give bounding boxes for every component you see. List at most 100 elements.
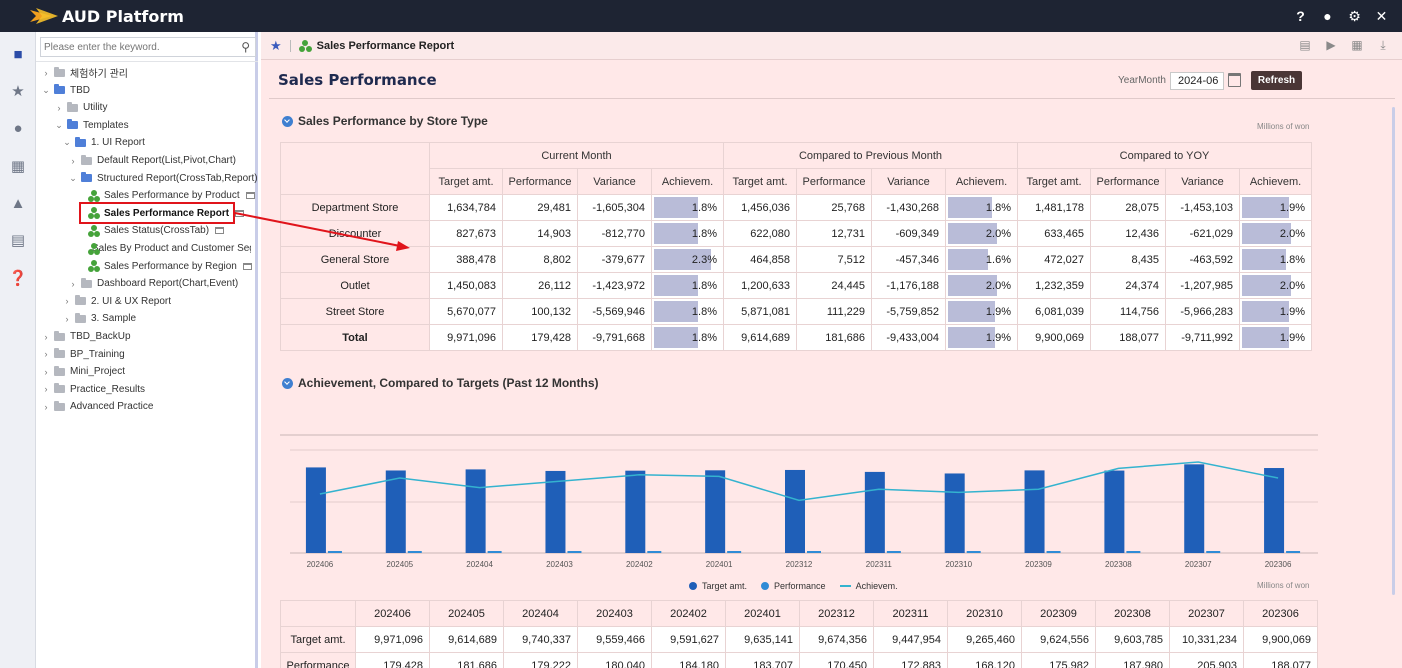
value-cell: 633,465: [1017, 220, 1091, 247]
value-cell: 179,428: [502, 324, 578, 351]
help-circle-icon[interactable]: ❓: [8, 270, 28, 287]
month-header: 202406: [355, 600, 430, 627]
tree-item[interactable]: › 체험하기 관리: [41, 64, 128, 81]
star-icon[interactable]: ★: [11, 83, 25, 100]
tree-item[interactable]: › 2. UI & UX Report: [62, 293, 171, 310]
tree-item[interactable]: › Utility: [54, 99, 107, 116]
person-icon[interactable]: ●: [13, 119, 23, 137]
chevron-right-icon[interactable]: ›: [44, 349, 48, 360]
x-tick-label: 202307: [1185, 560, 1212, 569]
chevron-down-icon[interactable]: ⌄: [69, 172, 77, 183]
row-label: General Store: [280, 246, 430, 273]
chevron-right-icon[interactable]: ›: [71, 278, 75, 289]
achievement-value: 2.0%: [985, 227, 1011, 240]
value-cell: 10,331,234: [1169, 626, 1244, 653]
tree-item[interactable]: Sales Performance by Product: [86, 187, 255, 204]
value-cell: 9,635,141: [725, 626, 800, 653]
search-input[interactable]: [44, 41, 234, 53]
chevron-down-icon[interactable]: ⌄: [42, 84, 50, 95]
calendar-icon[interactable]: [1228, 73, 1241, 87]
app-logo[interactable]: AUD Platform: [30, 6, 184, 26]
refresh-button[interactable]: Refresh: [1251, 71, 1302, 90]
value-cell: 9,900,069: [1017, 324, 1091, 351]
tree-item[interactable]: › TBD_BackUp: [41, 328, 131, 345]
store-type-table: Current Month Compared to Previous Month…: [280, 142, 1312, 351]
window-icon[interactable]: [245, 192, 255, 200]
yearmonth-input[interactable]: 2024-06: [1170, 72, 1224, 90]
achievement-cell: 1.8%: [1239, 246, 1312, 273]
x-tick-label: 202308: [1105, 560, 1132, 569]
window-icon[interactable]: [242, 262, 252, 270]
tree-item[interactable]: › Advanced Practice: [41, 398, 153, 415]
value-cell: -1,176,188: [871, 272, 946, 299]
achievement-bar: [948, 275, 998, 296]
chevron-right-icon[interactable]: ›: [71, 155, 75, 166]
value-cell: -9,791,668: [577, 324, 652, 351]
search-icon[interactable]: ⚲: [241, 40, 250, 54]
report-icon: [298, 39, 312, 52]
tree-item[interactable]: › Practice_Results: [41, 381, 145, 398]
tree-item[interactable]: › Default Report(List,Pivot,Chart): [68, 152, 236, 169]
favorite-star-icon[interactable]: ★: [270, 37, 282, 53]
folder-icon[interactable]: ■: [13, 45, 23, 63]
chevron-right-icon[interactable]: ›: [44, 401, 48, 412]
legend-dot-swatch: [761, 582, 770, 590]
tree-item[interactable]: Sales Status(CrossTab): [86, 222, 225, 239]
chevron-down-icon[interactable]: ⌄: [55, 119, 63, 130]
document-icon[interactable]: ▤: [10, 232, 26, 249]
monthly-table: 202406 202405 202404 202403 202402 202401 2023…: [280, 600, 1318, 668]
alarm-icon[interactable]: ▲: [10, 194, 26, 212]
value-cell: 205,903: [1169, 652, 1244, 668]
dashboard-icon[interactable]: ▦: [10, 158, 26, 175]
achievement-bar: [654, 327, 699, 348]
tree-item[interactable]: ⌄ Templates: [54, 117, 129, 134]
tree-item[interactable]: › Dashboard Report(Chart,Event): [68, 275, 238, 292]
play-icon[interactable]: ▶: [1326, 38, 1336, 52]
chevron-right-icon[interactable]: ›: [44, 384, 48, 395]
chevron-right-icon[interactable]: ›: [65, 313, 69, 324]
user-icon[interactable]: ●: [1323, 8, 1332, 24]
download-icon[interactable]: ⤓: [1380, 38, 1386, 52]
legend-item[interactable]: Target amt.: [689, 581, 747, 591]
value-cell: 9,900,069: [1243, 626, 1318, 653]
chevron-down-icon[interactable]: ⌄: [63, 137, 71, 148]
tree-item[interactable]: › Mini_Project: [41, 363, 125, 380]
help-icon[interactable]: ?: [1296, 8, 1305, 24]
collapse-icon[interactable]: [282, 377, 293, 389]
legend-item[interactable]: Performance: [761, 581, 826, 591]
bar-target: [1184, 464, 1205, 553]
collapse-icon[interactable]: [282, 115, 293, 127]
window-icon[interactable]: [215, 227, 225, 235]
report-icon: [88, 207, 100, 220]
month-header: 202312: [799, 600, 874, 627]
tree-item[interactable]: ⌄ Structured Report(CrossTab,Report): [68, 170, 258, 187]
chart-svg: 202406 202405 202404 202403 202402 202401 2023…: [280, 434, 1318, 569]
document-icon[interactable]: ▤: [1299, 38, 1311, 52]
folder-icon: [54, 330, 65, 341]
value-cell: -463,592: [1165, 246, 1240, 273]
tree-item[interactable]: Sales By Product and Customer Segment: [86, 240, 251, 257]
tree-item[interactable]: › 3. Sample: [62, 310, 136, 327]
settings-icon[interactable]: ⚙: [1348, 7, 1361, 24]
value-cell: -457,346: [871, 246, 946, 273]
chevron-right-icon[interactable]: ›: [57, 102, 61, 113]
legend-item[interactable]: Achievem.: [839, 581, 898, 591]
chevron-right-icon[interactable]: ›: [44, 67, 48, 78]
value-cell: 7,512: [796, 246, 872, 273]
chevron-right-icon[interactable]: ›: [44, 366, 48, 377]
vertical-scrollbar[interactable]: [1392, 107, 1395, 595]
value-cell: 24,374: [1090, 272, 1166, 299]
tree-item[interactable]: ⌄ 1. UI Report: [62, 134, 145, 151]
tree-item[interactable]: › BP_Training: [41, 346, 125, 363]
close-icon[interactable]: ✕: [1375, 7, 1388, 24]
tree-item[interactable]: ⌄ TBD: [41, 82, 90, 99]
save-icon[interactable]: ▦: [1351, 38, 1363, 52]
chevron-right-icon[interactable]: ›: [65, 296, 69, 307]
table-row: Outlet 1,450,083 26,112 -1,423,972 1.8% 1,200…: [280, 272, 1312, 299]
window-icon[interactable]: [235, 209, 245, 217]
chevron-right-icon[interactable]: ›: [44, 331, 48, 342]
value-cell: 464,858: [723, 246, 797, 273]
tree-item[interactable]: Sales Performance by Region: [86, 258, 252, 275]
folder-icon: [54, 365, 65, 376]
month-header: 202306: [1243, 600, 1318, 627]
